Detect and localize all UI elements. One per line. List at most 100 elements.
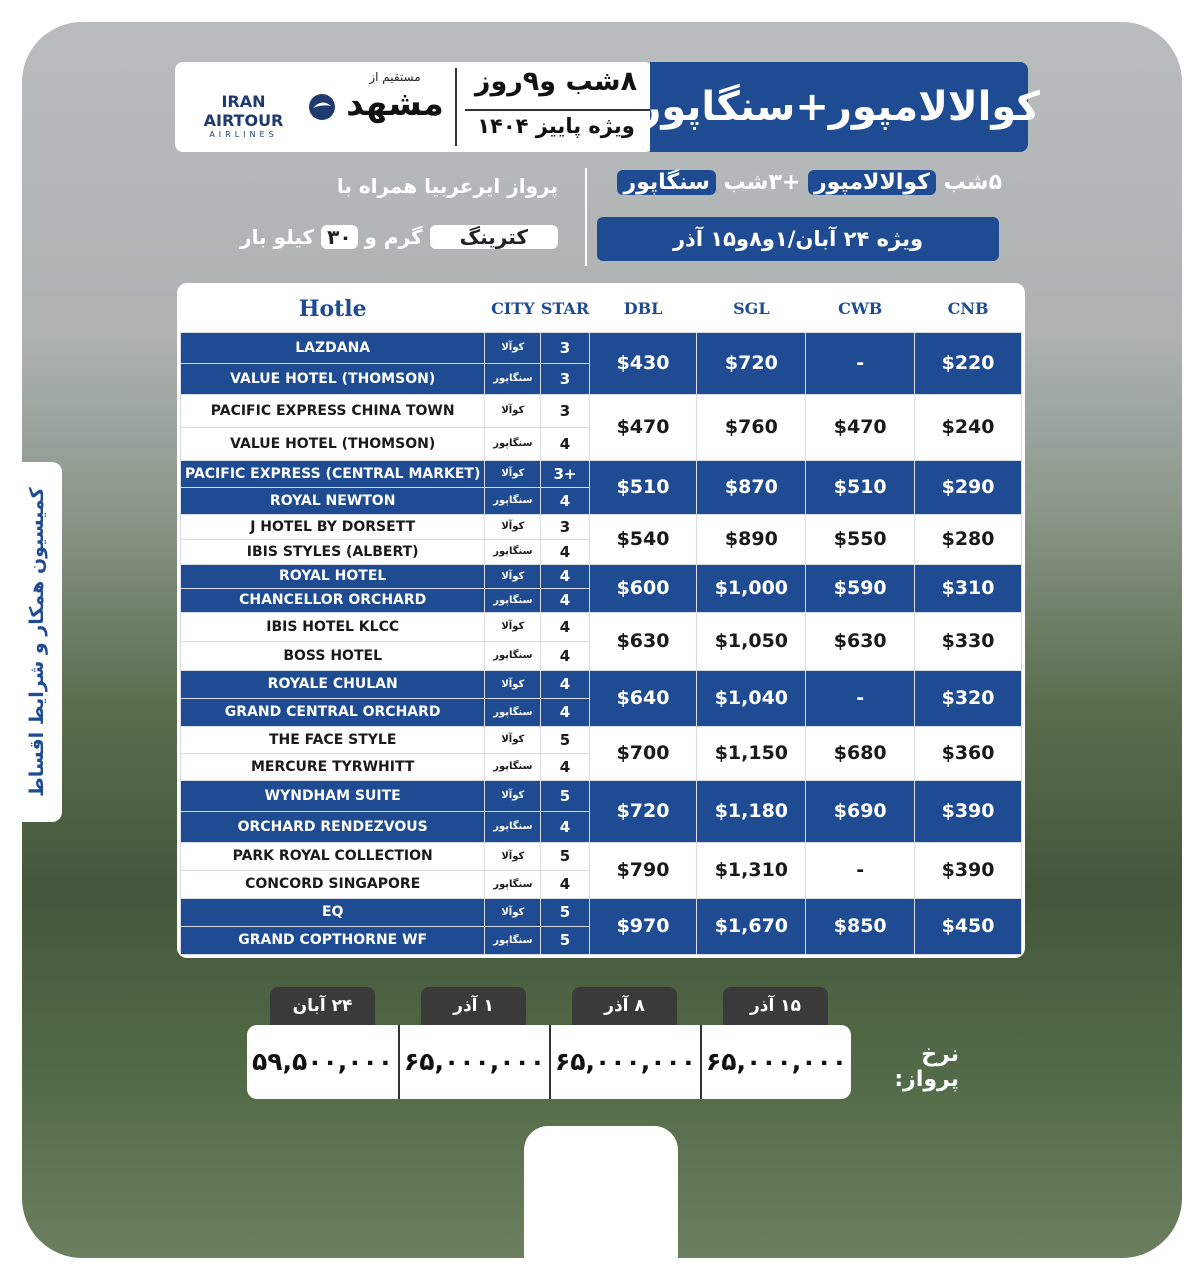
price: $600 bbox=[588, 563, 698, 613]
hotel-city: سنگاپور bbox=[484, 869, 542, 899]
hotel-row: VALUE HOTEL (THOMSON) سنگاپور 4 bbox=[179, 426, 1022, 461]
price: $630 bbox=[805, 611, 916, 671]
hotel-city: سنگاپور bbox=[484, 587, 542, 613]
price: $470 bbox=[588, 393, 698, 461]
hotel-row: PARK ROYAL COLLECTION کوآلا 5 $790 $1,310- $3… bbox=[179, 841, 1022, 899]
city-kl: کوالالامپور bbox=[808, 170, 936, 195]
hotel-city: کوآلا bbox=[484, 393, 542, 428]
price: $320 bbox=[914, 669, 1022, 727]
hotel-name: WYNDHAM SUITE bbox=[179, 779, 486, 812]
hotel-name: GRAND CENTRAL ORCHARD bbox=[179, 697, 486, 727]
price: $280 bbox=[914, 513, 1022, 565]
airline-sub: AIRLINES bbox=[209, 130, 278, 139]
hotel-star: 4 bbox=[540, 611, 590, 642]
hotel-row: THE FACE STYLE کوآلا 5 $700 $1,150 $680 $360 bbox=[179, 725, 1022, 781]
hotel-city: سنگاپور bbox=[484, 640, 542, 671]
hotel-star: 5 bbox=[540, 725, 590, 754]
origin-prefix: مستقیم از bbox=[369, 70, 421, 84]
price: $590 bbox=[805, 563, 916, 613]
baggage-kg: ۳۰ bbox=[321, 225, 358, 249]
hotel-city: سنگاپور bbox=[484, 810, 542, 843]
hotel-row: LAZDANA کوآلا 3 $430 $720- $220 bbox=[179, 331, 1022, 395]
catering-hot: گرم و bbox=[364, 225, 423, 249]
hotel-name: J HOTEL BY DORSETT bbox=[179, 513, 486, 540]
price: $1,670 bbox=[696, 897, 807, 955]
flight-date: ۱۵ آذر bbox=[723, 987, 828, 1025]
hotel-star: 3 bbox=[540, 513, 590, 540]
hotel-star: 4 bbox=[540, 697, 590, 727]
nights-line: ۵شب کوالالامپور +۳شب سنگاپور bbox=[597, 170, 1002, 195]
hotel-name: MERCURE TYRWHITT bbox=[179, 752, 486, 781]
duration: ۸شب و۹روز bbox=[474, 66, 638, 97]
hotel-city: سنگاپور bbox=[484, 538, 542, 565]
hotel-star: 3+ bbox=[540, 459, 590, 488]
airline-icon bbox=[309, 94, 335, 120]
hotel-row: VALUE HOTEL (THOMSON) سنگاپور 3 bbox=[179, 362, 1022, 395]
hotel-star: 4 bbox=[540, 869, 590, 899]
hotel-city: کوآلا bbox=[484, 841, 542, 871]
divider bbox=[585, 168, 587, 266]
hotel-star: 3 bbox=[540, 393, 590, 428]
price: $720 bbox=[588, 779, 698, 843]
price: $700 bbox=[588, 725, 698, 781]
hotel-star: 4 bbox=[540, 563, 590, 589]
hotel-row: ROYAL NEWTON سنگاپور 4 bbox=[179, 486, 1022, 515]
hotel-name: EQ bbox=[179, 897, 486, 927]
price: $550 bbox=[805, 513, 916, 565]
price: $1,040 bbox=[696, 669, 807, 727]
price: $850 bbox=[805, 897, 916, 955]
airline-logo: IRAN AIRTOUR AIRLINES bbox=[181, 92, 306, 139]
price: $680 bbox=[805, 725, 916, 781]
price: $310 bbox=[914, 563, 1022, 613]
hotel-row: IBIS HOTEL KLCC کوآلا 4 $630 $1,050 $630 $330 bbox=[179, 611, 1022, 671]
price: $970 bbox=[588, 897, 698, 955]
header-row: Hotle CITY STAR DBL SGL CWB CNB bbox=[180, 286, 1022, 332]
hotel-row: GRAND COPTHORNE WF سنگاپور 5 bbox=[179, 925, 1022, 955]
hotel-star: 4 bbox=[540, 587, 590, 613]
hotel-name: CONCORD SINGAPORE bbox=[179, 869, 486, 899]
hotel-star: 4 bbox=[540, 669, 590, 699]
hotel-row: J HOTEL BY DORSETT کوآلا 3 $540 $890 $550 $280 bbox=[179, 513, 1022, 565]
city-sg: سنگاپور bbox=[617, 170, 716, 195]
hotel-row: EQ کوآلا 5 $970 $1,670 $850 $450 bbox=[179, 897, 1022, 955]
column-header: STAR bbox=[540, 286, 590, 332]
price: $470 bbox=[805, 393, 916, 461]
price-table: Hotle CITY STAR DBL SGL CWB CNB LAZDANA کوآلا 3 $… bbox=[179, 286, 1022, 955]
hotel-name: PARK ROYAL COLLECTION bbox=[179, 841, 486, 871]
hotel-city: سنگاپور bbox=[484, 486, 542, 515]
hotel-name: ROYAL NEWTON bbox=[179, 486, 486, 515]
hotel-name: ROYALE CHULAN bbox=[179, 669, 486, 699]
hotel-city: کوآلا bbox=[484, 611, 542, 642]
nights-kl: ۵شب bbox=[943, 170, 1002, 195]
flight-line: پرواز ایرعربیا همراه با bbox=[336, 174, 558, 198]
baggage: کیلو بار bbox=[240, 225, 315, 249]
hotel-name: IBIS STYLES (ALBERT) bbox=[179, 538, 486, 565]
hotel-row: PACIFIC EXPRESS (CENTRAL MARKET) کوآلا 3+ $… bbox=[179, 459, 1022, 515]
price: $870 bbox=[696, 459, 807, 515]
flight-prices: ۲۴ آبان ۵۹,۵۰۰,۰۰۰ ۱ آذر ۶۵,۰۰۰,۰۰۰ ۸ آذر ۶۵,… bbox=[247, 987, 851, 1102]
price: $720 bbox=[696, 331, 807, 395]
column-header: CWB bbox=[805, 286, 915, 332]
price: $1,000 bbox=[696, 563, 807, 613]
flight-date: ۸ آذر bbox=[572, 987, 677, 1025]
price: $790 bbox=[588, 841, 698, 899]
price: $760 bbox=[696, 393, 807, 461]
hotel-city: سنگاپور bbox=[484, 362, 542, 395]
column-header: Hotle bbox=[180, 286, 485, 332]
price: $430 bbox=[588, 331, 698, 395]
price: $220 bbox=[914, 331, 1022, 395]
catering: کترینگ bbox=[429, 225, 558, 249]
hotel-name: BOSS HOTEL bbox=[179, 640, 486, 671]
hotel-city: کوآلا bbox=[484, 669, 542, 699]
hotel-star: 4 bbox=[540, 810, 590, 843]
hotel-city: کوآلا bbox=[484, 563, 542, 589]
table-body: LAZDANA کوآلا 3 $430 $720- $220 VALUE HOTEL (T… bbox=[179, 331, 1022, 955]
hotel-city: سنگاپور bbox=[484, 697, 542, 727]
hotel-row: PACIFIC EXPRESS CHINA TOWN کوآلا 3 $470 $760… bbox=[179, 393, 1022, 461]
hotel-star: 5 bbox=[540, 925, 590, 955]
hotel-star: 5 bbox=[540, 841, 590, 871]
hotel-star: 3 bbox=[540, 331, 590, 364]
flight-date: ۲۴ آبان bbox=[270, 987, 375, 1025]
hotel-city: سنگاپور bbox=[484, 925, 542, 955]
